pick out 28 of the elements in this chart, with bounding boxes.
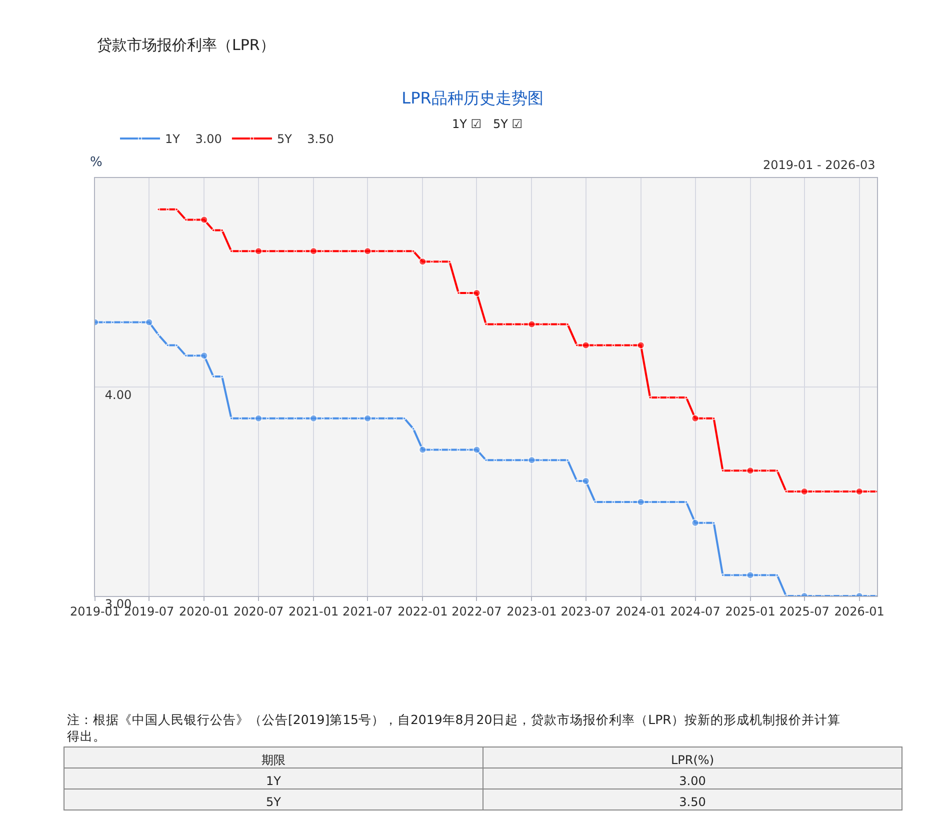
x-tick-label: 2026-01 bbox=[834, 604, 884, 618]
legend-label: 1Y 3.00 bbox=[165, 132, 222, 146]
x-tick-label: 2024-01 bbox=[616, 604, 666, 618]
text: 1Y ☑ 5Y ☑ bbox=[452, 117, 523, 131]
x-tick-label: 2020-01 bbox=[179, 604, 230, 618]
x-tick-label: 2023-01 bbox=[506, 604, 557, 618]
text: LPR(%) bbox=[670, 753, 714, 767]
y-axis-title: % bbox=[90, 155, 102, 170]
x-tick-label: 2021-01 bbox=[288, 604, 339, 618]
x-tick-label: 2022-01 bbox=[398, 604, 448, 618]
chart-title: LPR品种历史走势图 bbox=[402, 88, 544, 108]
x-tick-label: 2021-07 bbox=[342, 604, 393, 618]
x-tick-label: 2022-07 bbox=[452, 604, 502, 618]
text: 贷款市场报价利率（LPR） bbox=[97, 36, 275, 54]
text: 3.00 bbox=[679, 774, 706, 788]
y-tick-label: 4.00 bbox=[104, 388, 132, 402]
text: 1Y bbox=[266, 774, 282, 788]
text: 5Y bbox=[266, 795, 282, 809]
text: 注：根据《中国人民银行公告》（公告[2019]第15号），自2019年8月20日起，贷款市场报价利率（LPR）按新的形成机制报价并计算得出。 bbox=[67, 712, 840, 744]
x-tick-label: 2023-07 bbox=[560, 604, 611, 618]
x-tick-label: 2025-01 bbox=[725, 604, 776, 618]
text: 期限 bbox=[262, 753, 286, 767]
text: 2019-01 - 2026-03 bbox=[763, 158, 876, 172]
x-tick-label: 2025-07 bbox=[779, 604, 830, 618]
x-tick-label: 2020-07 bbox=[233, 604, 284, 618]
x-tick-label: 2024-07 bbox=[670, 604, 720, 618]
legend-label: 5Y 3.50 bbox=[276, 132, 334, 146]
text: 3.50 bbox=[679, 795, 706, 809]
